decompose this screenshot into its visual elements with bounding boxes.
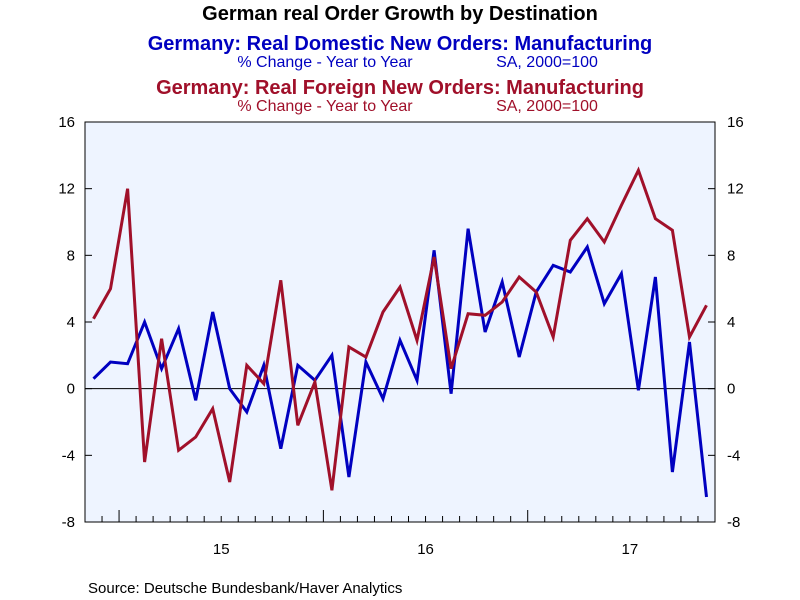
y-tick-label-left: -8 [62,514,75,531]
y-tick-label-left: 12 [58,181,75,198]
y-tick-label-right: -8 [727,514,740,531]
y-tick-label-left: 8 [67,247,75,264]
y-tick-label-left: 4 [67,314,75,331]
x-tick-label: 16 [417,541,434,558]
plot-area [84,121,716,523]
y-tick-label-left: 0 [67,381,75,398]
y-tick-label-right: 12 [727,181,744,198]
x-tick-label: 15 [213,541,230,558]
y-axis-right: 16 12 8 4 0 -4 -8 [708,114,744,531]
y-tick-label-right: 4 [727,314,735,331]
series-1-title: Germany: Real Domestic New Orders: Manuf… [148,33,653,55]
series-line-1 [92,228,708,498]
y-tick-label-left: 16 [58,114,75,131]
y-tick-label-right: 0 [727,381,735,398]
y-axis-left: 16 12 8 4 0 -4 -8 [58,114,92,531]
x-tick-label: 17 [622,541,639,558]
y-tick-label-right: 8 [727,247,735,264]
chart-title: German real Order Growth by Destination [202,3,598,25]
source-note: Source: Deutsche Bundesbank/Haver Analyt… [88,580,402,597]
y-tick-label-left: -4 [62,447,75,464]
series-2-title: Germany: Real Foreign New Orders: Manufa… [156,77,644,99]
y-tick-label-right: 16 [727,114,744,131]
y-tick-label-right: -4 [727,447,740,464]
series-lines [92,166,708,498]
series-1-subtitle-right: SA, 2000=100 [496,54,598,71]
series-2-subtitle-right: SA, 2000=100 [496,98,598,115]
series-line-2 [92,166,708,491]
series-2-subtitle-left: % Change - Year to Year [237,98,413,115]
x-axis: 15 16 17 [84,510,716,558]
series-1-subtitle-left: % Change - Year to Year [237,54,413,71]
